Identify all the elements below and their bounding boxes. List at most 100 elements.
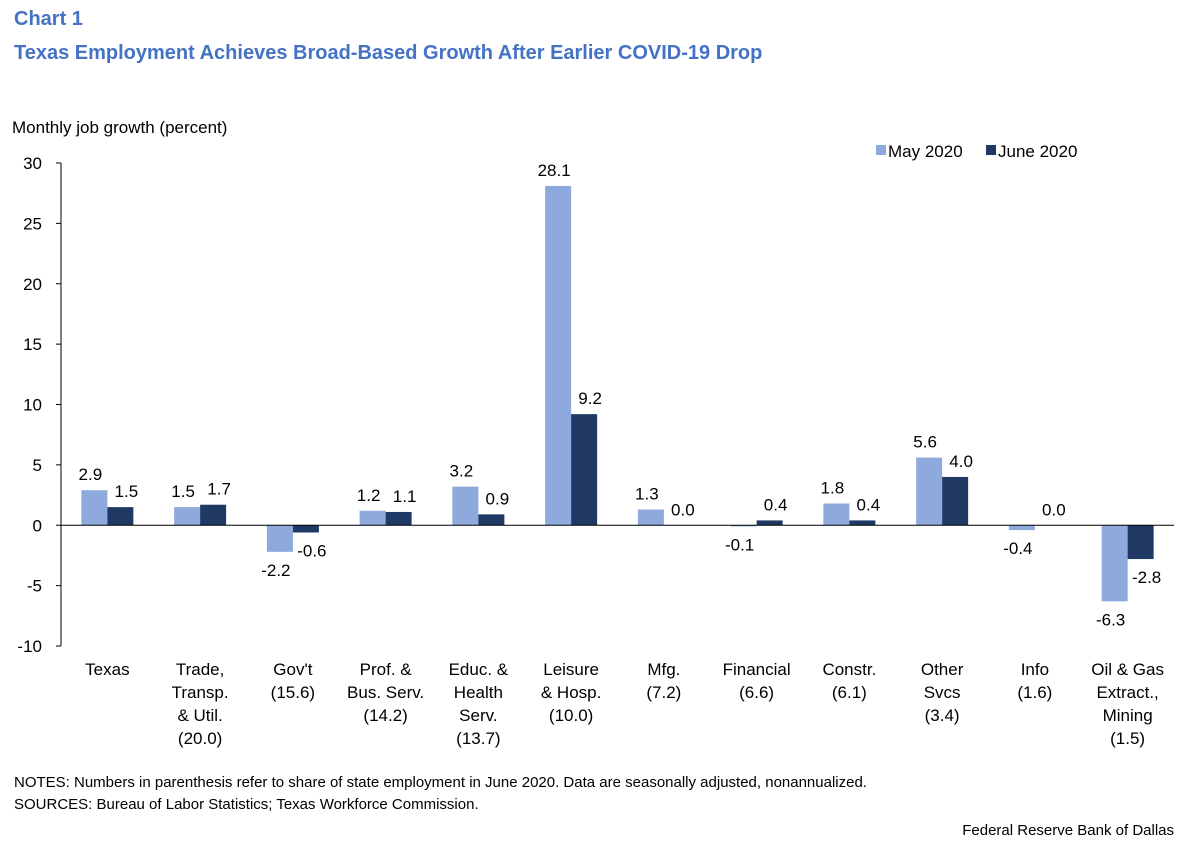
x-axis-labels: Texas Trade, Transp. & Util. (20.0) Gov't (15.… (85, 660, 1164, 748)
legend: May 2020 June 2020 (876, 142, 1077, 161)
data-label: 1.8 (821, 479, 845, 498)
y-tick-label: 0 (33, 516, 42, 535)
bar-june (200, 504, 227, 526)
data-label: 1.5 (115, 482, 139, 501)
data-label: -0.6 (297, 541, 326, 560)
x-tick-label: (20.0) (178, 729, 222, 748)
y-tick-label: -5 (27, 577, 42, 596)
bar-june (849, 520, 876, 526)
chart-title: Texas Employment Achieves Broad-Based Gr… (14, 42, 763, 64)
data-label: 0.9 (486, 489, 510, 508)
x-tick-label: (1.5) (1110, 729, 1145, 748)
data-label: 0.4 (857, 495, 881, 514)
bar-june (107, 507, 134, 526)
legend-label: May 2020 (888, 142, 963, 161)
x-tick-label: Oil & Gas (1091, 660, 1164, 679)
data-label: 9.2 (578, 389, 602, 408)
y-tick-label: 20 (23, 275, 42, 294)
y-tick-label: 5 (33, 456, 42, 475)
y-axis-title: Monthly job growth (percent) (12, 118, 227, 137)
x-tick-label: (10.0) (549, 706, 593, 725)
x-tick-label: Leisure (543, 660, 599, 679)
x-tick-label: Prof. & (360, 660, 413, 679)
bar-june (571, 414, 598, 526)
y-tick-label: 30 (23, 154, 42, 173)
bars: 2.9 1.5 -2.2 1.2 3.2 28.1 1.3 -0.1 1.8 5.6 -0.4 -6.… (61, 161, 1174, 629)
x-tick-label: Bus. Serv. (347, 683, 424, 702)
x-tick-label: Extract., (1096, 683, 1158, 702)
bar-june (385, 511, 412, 526)
x-tick-label: (3.4) (925, 706, 960, 725)
x-tick-label: (15.6) (271, 683, 315, 702)
x-tick-label: (6.6) (739, 683, 774, 702)
bar-may (823, 503, 850, 526)
x-tick-label: (1.6) (1017, 683, 1052, 702)
bar-may (730, 525, 757, 527)
bar-june (756, 520, 783, 526)
bar-may (452, 486, 479, 526)
x-tick-label: Svcs (924, 683, 961, 702)
bar-may (266, 525, 293, 552)
notes: NOTES: Numbers in parenthesis refer to s… (14, 774, 867, 791)
x-tick-label: & Hosp. (541, 683, 601, 702)
bar-june (1127, 525, 1154, 560)
x-tick-label: Serv. (459, 706, 497, 725)
x-tick-label: Texas (85, 660, 129, 679)
data-label: 1.2 (357, 486, 381, 505)
bar-may (637, 509, 664, 526)
x-tick-label: & Util. (177, 706, 222, 725)
y-tick-label: -10 (17, 637, 42, 656)
data-label: 4.0 (949, 452, 973, 471)
data-label: 2.9 (79, 465, 103, 484)
bar-june (942, 476, 969, 526)
data-label: 0.0 (1042, 500, 1066, 519)
credit: Federal Reserve Bank of Dallas (962, 822, 1174, 839)
x-tick-label: Transp. (172, 683, 229, 702)
data-label: 1.1 (393, 487, 417, 506)
bar-may (359, 510, 386, 526)
x-tick-label: Educ. & (449, 660, 509, 679)
data-label: -2.2 (261, 561, 290, 580)
bar-may (1008, 525, 1035, 531)
y-axis: -10 -5 0 5 10 15 20 25 30 (17, 154, 62, 656)
data-label: 0.4 (764, 495, 788, 514)
data-label: -0.4 (1003, 539, 1032, 558)
bar-june (478, 514, 505, 526)
bar-may (916, 457, 943, 526)
y-tick-label: 15 (23, 335, 42, 354)
data-label: 28.1 (538, 161, 571, 180)
x-tick-label: Mfg. (647, 660, 680, 679)
data-label: 1.3 (635, 485, 659, 504)
bar-may (1101, 525, 1128, 602)
data-label: -6.3 (1096, 610, 1125, 629)
x-tick-label: (7.2) (646, 683, 681, 702)
y-tick-label: 10 (23, 396, 42, 415)
x-tick-label: Mining (1103, 706, 1153, 725)
x-tick-label: Gov't (273, 660, 312, 679)
bar-may (174, 507, 201, 526)
chart-number: Chart 1 (14, 8, 83, 30)
data-label: 0.0 (671, 500, 695, 519)
x-tick-label: Health (454, 683, 503, 702)
data-label: 3.2 (450, 462, 474, 481)
legend-swatch (986, 145, 996, 155)
data-label: -2.8 (1132, 568, 1161, 587)
legend-label: June 2020 (998, 142, 1077, 161)
x-tick-label: Financial (723, 660, 791, 679)
data-label: 5.6 (913, 433, 937, 452)
x-tick-label: Info (1021, 660, 1049, 679)
data-label: 1.5 (171, 482, 195, 501)
bar-june (292, 525, 319, 533)
bar-may (81, 490, 108, 526)
x-tick-label: (14.2) (363, 706, 407, 725)
data-label: 1.7 (207, 480, 231, 499)
x-tick-label: (6.1) (832, 683, 867, 702)
sources: SOURCES: Bureau of Labor Statistics; Tex… (14, 796, 479, 813)
x-tick-label: Constr. (822, 660, 876, 679)
bar-chart: Monthly job growth (percent) May 2020 Jun… (12, 118, 1174, 748)
data-label: -0.1 (725, 535, 754, 554)
x-tick-label: Trade, (176, 660, 225, 679)
legend-swatch (876, 145, 886, 155)
y-tick-label: 25 (23, 214, 42, 233)
x-tick-label: (13.7) (456, 729, 500, 748)
